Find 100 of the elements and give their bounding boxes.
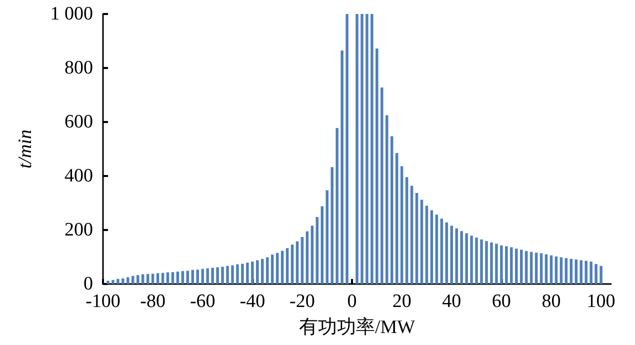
bar: [574, 259, 578, 284]
bar: [346, 14, 348, 284]
bar: [256, 260, 259, 284]
bar: [336, 128, 338, 284]
bar: [450, 226, 453, 284]
bar: [116, 278, 120, 284]
y-tick-label: 600: [64, 112, 93, 132]
bar: [340, 50, 344, 284]
bar: [126, 277, 130, 284]
bar: [564, 258, 568, 284]
bar: [465, 233, 468, 284]
bar: [236, 264, 239, 284]
bar: [241, 264, 244, 284]
bar: [480, 239, 483, 284]
bar: [395, 153, 398, 284]
bar: [485, 241, 488, 284]
bar: [226, 266, 229, 284]
bar: [186, 270, 190, 284]
bar: [316, 217, 319, 284]
bar: [386, 115, 388, 284]
bar: [196, 270, 199, 284]
bar: [594, 264, 598, 284]
bar: [132, 276, 134, 284]
bar: [201, 268, 204, 284]
bar: [445, 222, 448, 284]
bar: [410, 186, 414, 284]
bar: [146, 274, 150, 284]
bar: [550, 255, 553, 284]
bar: [122, 278, 124, 284]
bar: [176, 272, 180, 284]
y-tick-label: 400: [64, 166, 93, 186]
bar: [455, 228, 458, 284]
bar: [310, 226, 314, 284]
bar: [430, 210, 434, 284]
x-axis-title: 有功功率/MW: [298, 316, 416, 338]
bar: [590, 262, 592, 284]
bar: [580, 260, 582, 284]
bar: [181, 271, 184, 284]
bar: [221, 266, 224, 284]
bar: [161, 272, 164, 284]
bar: [520, 250, 523, 284]
bar: [330, 167, 334, 284]
bar: [400, 166, 404, 284]
bar: [420, 200, 424, 284]
x-tick-label: 60: [492, 291, 511, 312]
bar: [156, 273, 160, 284]
bar: [280, 250, 284, 284]
bar: [206, 268, 209, 284]
bar: [534, 252, 538, 284]
bar: [405, 177, 408, 284]
bar: [326, 190, 328, 284]
bar: [112, 280, 114, 284]
x-tick-label: 20: [392, 291, 412, 312]
bar: [266, 257, 269, 284]
bar: [570, 258, 573, 284]
x-tick-label: -80: [140, 291, 166, 312]
x-tick-label: 40: [442, 291, 462, 312]
bar: [151, 274, 154, 284]
bar: [500, 245, 503, 284]
bar: [191, 270, 194, 284]
bar: [600, 266, 602, 284]
bar: [246, 262, 249, 284]
bar: [360, 14, 364, 284]
bar: [216, 267, 219, 284]
bar: [554, 256, 558, 284]
x-tick-label: 100: [586, 291, 616, 312]
x-tick-label: 80: [542, 291, 561, 312]
bar: [584, 260, 588, 284]
x-tick-label: 0: [347, 291, 357, 312]
bar: [540, 253, 543, 284]
bar: [166, 272, 170, 284]
x-tick-label: -60: [190, 291, 216, 312]
bar: [490, 242, 493, 284]
bar: [470, 236, 473, 284]
bar: [415, 193, 418, 284]
bar: [320, 206, 324, 284]
bar: [270, 254, 274, 284]
bar: [106, 280, 110, 284]
bar: [306, 231, 309, 284]
bar: [390, 136, 394, 284]
y-tick-label: 200: [64, 220, 93, 240]
bar: [136, 275, 140, 284]
x-tick-label: -40: [240, 291, 266, 312]
bar: [366, 14, 368, 284]
bar: [286, 248, 289, 284]
bar: [510, 247, 513, 284]
bar: [460, 231, 463, 284]
bar: [296, 241, 299, 284]
bar: [370, 14, 374, 284]
y-tick-label: 1 000: [50, 4, 93, 24]
bar: [261, 258, 264, 284]
bar: [440, 218, 444, 284]
bar: [171, 272, 174, 284]
bar: [276, 252, 279, 284]
bar: [530, 252, 533, 284]
bar: [356, 14, 358, 284]
bar: [515, 248, 518, 284]
y-tick-label: 800: [64, 58, 93, 78]
bar: [251, 262, 254, 284]
bar: [211, 268, 214, 284]
